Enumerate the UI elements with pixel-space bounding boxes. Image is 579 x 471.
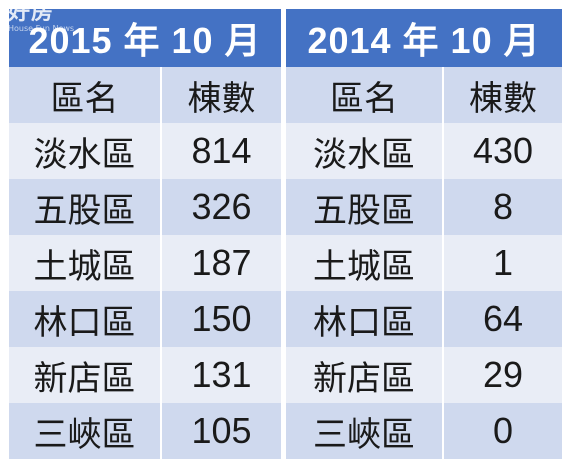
district-cell: 淡水區 bbox=[9, 123, 161, 179]
district-cell: 淡水區 bbox=[286, 123, 444, 179]
count-cell: 29 bbox=[442, 347, 563, 403]
count-cell: 105 bbox=[159, 403, 282, 459]
district-cell: 新店區 bbox=[9, 347, 161, 403]
column-header-count: 棟數 bbox=[159, 67, 282, 123]
table-2015: 2015 年 10 月 區名 棟數 淡水區 814 五股區 326 土城區 18… bbox=[9, 9, 282, 459]
table-row: 三峽區 105 bbox=[9, 403, 282, 459]
table-row: 新店區 29 bbox=[286, 347, 563, 403]
table-row: 三峽區 0 bbox=[286, 403, 563, 459]
district-cell: 土城區 bbox=[286, 235, 444, 291]
column-header-district: 區名 bbox=[9, 67, 161, 123]
table-row: 淡水區 430 bbox=[286, 123, 563, 179]
district-cell: 土城區 bbox=[9, 235, 161, 291]
table-row: 五股區 8 bbox=[286, 179, 563, 235]
table-row: 林口區 64 bbox=[286, 291, 563, 347]
count-cell: 187 bbox=[159, 235, 282, 291]
table-row: 土城區 1 bbox=[286, 235, 563, 291]
district-cell: 三峽區 bbox=[286, 403, 444, 459]
table-row: 五股區 326 bbox=[9, 179, 282, 235]
count-cell: 0 bbox=[442, 403, 563, 459]
count-cell: 430 bbox=[442, 123, 563, 179]
district-cell: 五股區 bbox=[286, 179, 444, 235]
table-title-2015: 2015 年 10 月 bbox=[9, 9, 282, 67]
table-2014: 2014 年 10 月 區名 棟數 淡水區 430 五股區 8 土城區 1 林口… bbox=[286, 9, 563, 459]
count-cell: 131 bbox=[159, 347, 282, 403]
count-cell: 64 bbox=[442, 291, 563, 347]
table-row: 土城區 187 bbox=[9, 235, 282, 291]
district-cell: 新店區 bbox=[286, 347, 444, 403]
column-header-count: 棟數 bbox=[442, 67, 563, 123]
district-cell: 五股區 bbox=[9, 179, 161, 235]
district-cell: 林口區 bbox=[286, 291, 444, 347]
count-cell: 326 bbox=[159, 179, 282, 235]
table-row: 淡水區 814 bbox=[9, 123, 282, 179]
tables-container: 2015 年 10 月 區名 棟數 淡水區 814 五股區 326 土城區 18… bbox=[9, 9, 563, 459]
table-title-2014: 2014 年 10 月 bbox=[286, 9, 563, 67]
district-cell: 林口區 bbox=[9, 291, 161, 347]
table-row: 林口區 150 bbox=[9, 291, 282, 347]
count-cell: 8 bbox=[442, 179, 563, 235]
header-row: 區名 棟數 bbox=[286, 67, 563, 123]
count-cell: 150 bbox=[159, 291, 282, 347]
header-row: 區名 棟數 bbox=[9, 67, 282, 123]
count-cell: 814 bbox=[159, 123, 282, 179]
count-cell: 1 bbox=[442, 235, 563, 291]
district-cell: 三峽區 bbox=[9, 403, 161, 459]
table-row: 新店區 131 bbox=[9, 347, 282, 403]
column-header-district: 區名 bbox=[286, 67, 444, 123]
